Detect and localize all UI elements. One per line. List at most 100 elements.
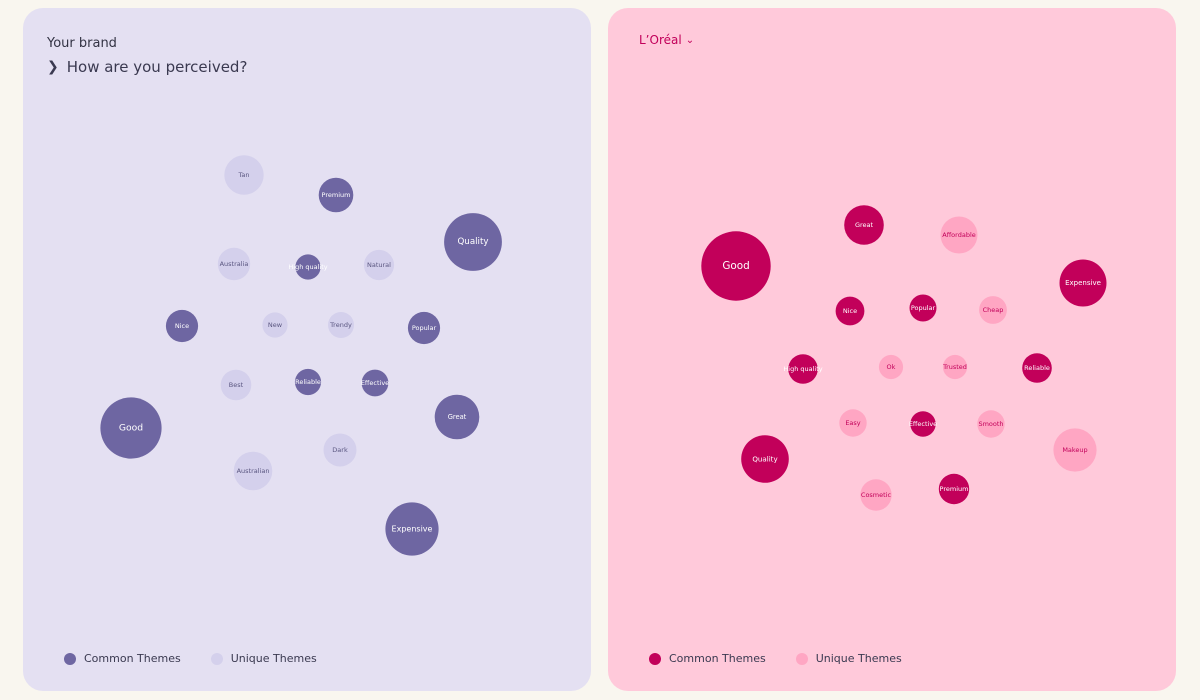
bubble-circle-high-quality [788,354,818,384]
bubble-label-dark: Dark [332,446,348,454]
bubble-good: Good [100,397,162,459]
brand-selector[interactable]: L’Oréal ⌄ [639,33,694,47]
bubble-makeup: Makeup [1053,428,1097,472]
bubble-label-premium: Premium [940,485,969,493]
right-legend: Common Themes Unique Themes [649,652,902,665]
bubble-circle-smooth [977,410,1005,438]
bubble-label-popular: Popular [911,304,936,312]
bubble-circle-good [100,397,162,459]
common-swatch [649,652,661,665]
perception-question: How are you perceived? [66,58,248,76]
bubble-label-nice: Nice [175,322,189,330]
bubble-nice: Nice [165,309,199,343]
chevron-down-icon: ⌄ [685,34,695,46]
bubble-label-reliable: Reliable [295,378,321,386]
legend-unique-themes: Unique Themes [210,652,317,665]
bubble-circle-australia [217,247,251,281]
bubble-expensive: Expensive [1059,259,1107,307]
bubble-label-tan: Tan [238,171,250,179]
bubble-label-natural: Natural [367,261,391,269]
legend-unique-themes: Unique Themes [795,652,902,665]
left-legend: Common Themes Unique Themes [64,652,317,665]
competitor-panel: L’Oréal ⌄ Good Great Affordable Expensive Ni… [608,8,1176,691]
bubble-label-high-quality: High quality [288,263,327,271]
bubble-popular: Popular [909,294,937,322]
your-brand-label: Your brand [47,36,117,51]
bubble-circle-popular [909,294,937,322]
brand-selector-label: L’Oréal [639,33,682,47]
legend-common-themes: Common Themes [64,652,181,665]
bubble-effective: Effective [361,369,389,397]
bubble-circle-trendy [328,312,354,338]
bubble-label-new: New [268,321,283,329]
bubble-label-easy: Easy [845,419,860,427]
bubble-high-quality: High quality [783,354,823,384]
bubble-circle-dark [323,433,357,467]
bubble-best: Best [220,369,252,401]
bubble-label-nice: Nice [843,307,857,315]
bubble-circle-quality [741,435,789,483]
bubble-label-premium: Premium [322,191,351,199]
bubble-circle-quality [444,213,502,271]
bubble-label-reliable: Reliable [1024,364,1050,372]
bubble-tan: Tan [224,155,264,195]
bubble-label-good: Good [722,260,749,272]
bubble-circle-reliable [1022,353,1052,383]
bubble-circle-expensive [1059,259,1107,307]
bubble-label-smooth: Smooth [978,420,1003,428]
bubble-label-effective: Effective [909,420,937,428]
unique-swatch [795,652,808,665]
bubble-label-affordable: Affordable [942,231,976,239]
bubble-circle-trusted [942,354,968,380]
bubble-circle-easy [839,409,867,437]
unique-swatch [210,652,223,665]
bubble-high-quality: High quality [288,254,328,280]
bubble-circle-cheap [979,296,1007,324]
bubble-australian: Australian [233,451,273,491]
bubble-label-makeup: Makeup [1062,446,1087,454]
bubble-quality: Quality [444,213,502,271]
bubble-nice: Nice [835,296,865,326]
bubble-circle-ok [878,354,904,380]
bubble-australia: Australia [217,247,251,281]
bubble-reliable: Reliable [294,368,322,396]
bubble-reliable: Reliable [1022,353,1052,383]
bubble-label-expensive: Expensive [1065,279,1101,287]
bubble-circle-popular [407,311,441,345]
bubble-easy: Easy [839,409,867,437]
bubble-label-great: Great [448,413,467,421]
perception-toggle[interactable]: ❯ How are you perceived? [47,58,247,76]
bubble-circle-high-quality [295,254,321,280]
bubble-label-good: Good [119,423,143,434]
bubble-premium: Premium [318,177,354,213]
legend-common-label: Common Themes [84,652,181,665]
bubble-circle-affordable [940,216,978,254]
bubble-circle-makeup [1053,428,1097,472]
bubble-label-best: Best [229,381,244,389]
legend-unique-label: Unique Themes [815,652,902,665]
chevron-right-icon: ❯ [47,59,59,75]
bubble-label-cosmetic: Cosmetic [861,491,892,499]
bubble-label-quality: Quality [457,237,488,247]
bubble-circle-nice [165,309,199,343]
bubble-circle-tan [224,155,264,195]
bubble-cheap: Cheap [979,296,1007,324]
bubble-great: Great [844,205,884,245]
bubble-circle-effective [361,369,389,397]
bubble-natural: Natural [363,249,395,281]
bubble-label-great: Great [855,221,874,229]
bubble-circle-expensive [385,502,439,556]
legend-unique-label: Unique Themes [230,652,317,665]
bubble-trusted: Trusted [942,354,968,380]
bubble-circle-nice [835,296,865,326]
bubble-circle-great [844,205,884,245]
bubble-circle-reliable [294,368,322,396]
bubble-quality: Quality [741,435,789,483]
bubble-label-expensive: Expensive [392,525,433,534]
bubble-label-trusted: Trusted [942,363,967,371]
bubble-circle-best [220,369,252,401]
bubble-label-australia: Australia [220,260,249,268]
bubble-circle-new [262,312,288,338]
legend-common-themes: Common Themes [649,652,766,665]
bubble-ok: Ok [878,354,904,380]
